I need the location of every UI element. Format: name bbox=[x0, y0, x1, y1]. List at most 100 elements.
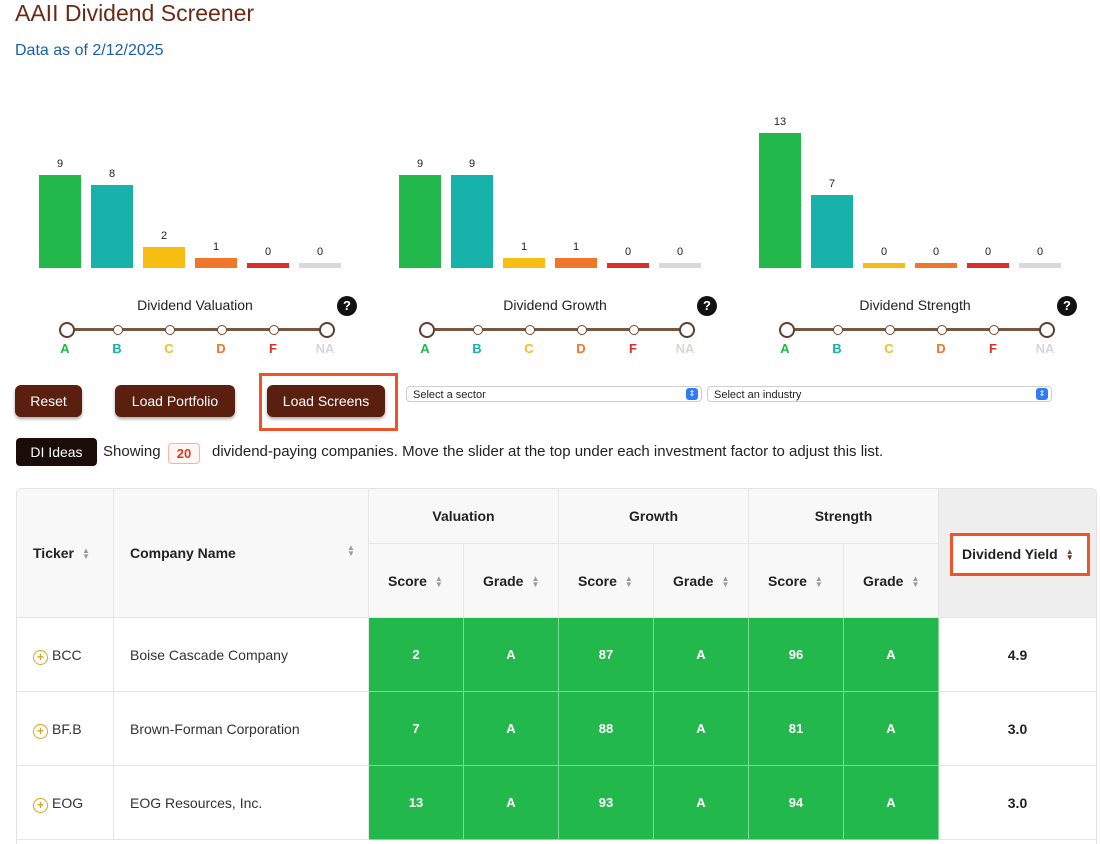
sort-desc-icon[interactable]: ▲ ▼ bbox=[1065, 547, 1074, 563]
slider-label-d: D bbox=[936, 341, 946, 356]
ticker-header[interactable]: Ticker ▲ ▼ bbox=[17, 489, 114, 618]
strength-score-header[interactable]: Score ▲ ▼ bbox=[749, 544, 844, 618]
company-header-label: Company Name bbox=[130, 545, 236, 561]
slider-handle[interactable] bbox=[319, 322, 335, 338]
slider-track[interactable] bbox=[425, 328, 683, 331]
slider-tick bbox=[525, 325, 535, 335]
add-circle-icon[interactable]: + bbox=[33, 650, 48, 665]
growth-slider[interactable]: A B C D F NA bbox=[419, 322, 695, 356]
bar-value-label: 9 bbox=[468, 158, 476, 170]
gro-score-cell: 88 bbox=[559, 692, 654, 766]
bar-value-label: 0 bbox=[932, 246, 940, 258]
growth-group-header: Growth bbox=[559, 489, 749, 544]
valuation-grade-header[interactable]: Grade ▲ ▼ bbox=[464, 544, 559, 618]
str-score-cell: 81 bbox=[749, 692, 844, 766]
slider-tick bbox=[269, 325, 279, 335]
reset-button[interactable]: Reset bbox=[15, 385, 82, 417]
bar-value-label: 1 bbox=[572, 241, 580, 253]
sort-icon[interactable]: ▲ ▼ bbox=[82, 546, 90, 562]
slider-label-d: D bbox=[216, 341, 226, 356]
sort-icon[interactable]: ▲ ▼ bbox=[531, 574, 540, 590]
bar-b bbox=[451, 175, 493, 268]
growth-help-icon[interactable]: ? bbox=[697, 296, 717, 316]
growth-score-header[interactable]: Score ▲ ▼ bbox=[559, 544, 654, 618]
highlight-box bbox=[259, 373, 398, 431]
bar-na bbox=[299, 263, 341, 268]
ticker-header-label: Ticker bbox=[33, 545, 74, 561]
sort-icon[interactable]: ▲ ▼ bbox=[624, 574, 633, 590]
slider-tick bbox=[937, 325, 947, 335]
strength-slider[interactable]: A B C D F NA bbox=[779, 322, 1055, 356]
slider-handle[interactable] bbox=[1039, 322, 1055, 338]
bar-value-label: 9 bbox=[56, 158, 64, 170]
str-grade-cell: A bbox=[844, 766, 939, 840]
slider-label-a: A bbox=[780, 341, 790, 356]
slider-label-na: NA bbox=[315, 341, 335, 356]
gro-grade-cell: A bbox=[654, 618, 749, 692]
valuation-score-header[interactable]: Score ▲ ▼ bbox=[369, 544, 464, 618]
bar-value-label: 0 bbox=[264, 246, 272, 258]
strength-grade-header[interactable]: Grade ▲ ▼ bbox=[844, 544, 939, 618]
add-circle-icon[interactable]: + bbox=[33, 724, 48, 739]
slider-handle[interactable] bbox=[59, 322, 75, 338]
data-date: Data as of 2/12/2025 bbox=[15, 42, 164, 59]
bar-value-label: 7 bbox=[828, 178, 836, 190]
dividend-yield-header[interactable]: Dividend Yield ▲ ▼ bbox=[939, 489, 1096, 618]
slider-handle[interactable] bbox=[779, 322, 795, 338]
load-screens-button[interactable]: Load Screens bbox=[267, 385, 385, 417]
result-count-badge: 20 bbox=[168, 443, 200, 464]
valuation-slider[interactable]: A B C D F NA bbox=[59, 322, 335, 356]
slider-handle[interactable] bbox=[679, 322, 695, 338]
growth-grade-header[interactable]: Grade ▲ ▼ bbox=[654, 544, 749, 618]
growth-chart: 9 9 1 1 0 0 bbox=[393, 110, 713, 280]
bar-d bbox=[915, 263, 957, 268]
strength-group-header: Strength bbox=[749, 489, 939, 544]
val-grade-cell: A bbox=[464, 766, 559, 840]
sort-icon[interactable]: ▲ ▼ bbox=[911, 574, 920, 590]
sector-select[interactable]: Select a sector ⇕ bbox=[406, 386, 702, 402]
gro-score-cell: 87 bbox=[559, 618, 654, 692]
ticker-cell[interactable]: + BCC bbox=[17, 618, 114, 692]
sort-icon[interactable]: ▲ ▼ bbox=[721, 574, 730, 590]
strength-help-icon[interactable]: ? bbox=[1057, 296, 1077, 316]
slider-tick bbox=[629, 325, 639, 335]
bar-a bbox=[39, 175, 81, 268]
slider-track[interactable] bbox=[65, 328, 323, 331]
bar-b bbox=[91, 185, 133, 268]
slider-track[interactable] bbox=[785, 328, 1043, 331]
val-score-cell: 13 bbox=[369, 766, 464, 840]
valuation-help-icon[interactable]: ? bbox=[337, 296, 357, 316]
ticker-cell[interactable]: + EOG bbox=[17, 766, 114, 840]
industry-select[interactable]: Select an industry ⇕ bbox=[707, 386, 1052, 402]
company-header[interactable]: Company Name ▲ ▼ bbox=[114, 489, 369, 618]
str-grade-cell: A bbox=[844, 618, 939, 692]
strength-title: Dividend Strength bbox=[859, 297, 971, 313]
showing-label: Showing bbox=[103, 443, 161, 460]
bar-a bbox=[399, 175, 441, 268]
slider-tick bbox=[833, 325, 843, 335]
ticker-cell[interactable]: + BF.B bbox=[17, 692, 114, 766]
add-circle-icon[interactable]: + bbox=[33, 798, 48, 813]
bar-d bbox=[195, 258, 237, 268]
sector-select-label: Select a sector bbox=[413, 389, 486, 401]
bar-value-label: 0 bbox=[624, 246, 632, 258]
sort-icon[interactable]: ▲ ▼ bbox=[434, 574, 443, 590]
val-score-cell: 7 bbox=[369, 692, 464, 766]
ticker-text: EOG bbox=[52, 795, 84, 811]
di-ideas-button[interactable]: DI Ideas bbox=[16, 438, 97, 466]
dividend-yield-cell: 4.9 bbox=[939, 618, 1096, 692]
slider-tick bbox=[165, 325, 175, 335]
bar-c bbox=[143, 247, 185, 268]
sort-icon[interactable]: ▲ ▼ bbox=[814, 574, 823, 590]
slider-tick bbox=[473, 325, 483, 335]
slider-label-c: C bbox=[524, 341, 534, 356]
bar-value-label: 0 bbox=[880, 246, 888, 258]
slider-handle[interactable] bbox=[419, 322, 435, 338]
slider-label-d: D bbox=[576, 341, 586, 356]
gro-grade-cell: A bbox=[654, 766, 749, 840]
bar-d bbox=[555, 258, 597, 268]
sort-icon[interactable]: ▲ ▼ bbox=[347, 543, 355, 558]
load-portfolio-button[interactable]: Load Portfolio bbox=[115, 385, 235, 417]
bar-c bbox=[863, 263, 905, 268]
slider-label-c: C bbox=[884, 341, 894, 356]
